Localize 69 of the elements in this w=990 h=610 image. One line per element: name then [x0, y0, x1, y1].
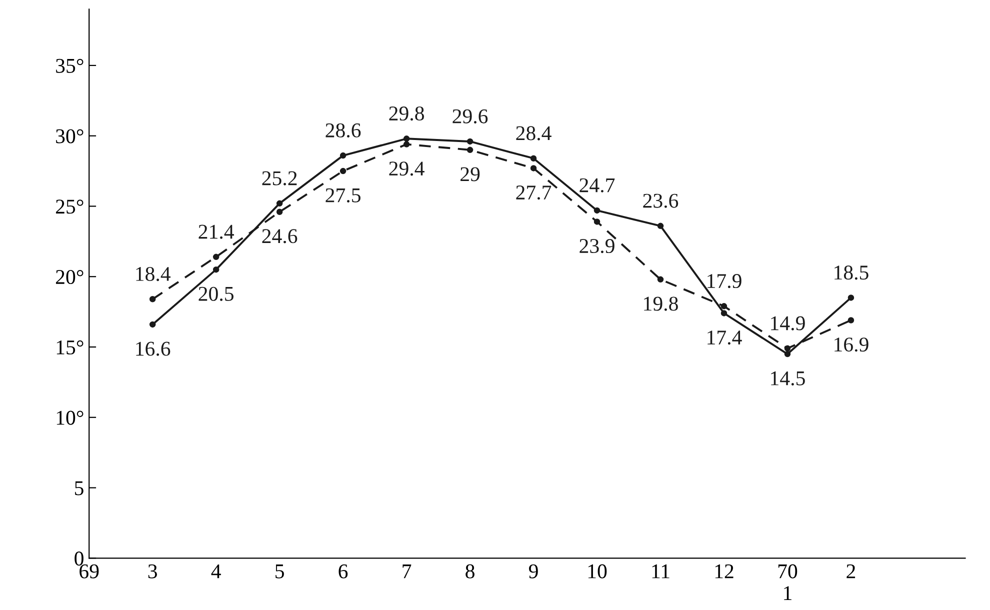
- data-label: 25.2: [262, 171, 297, 186]
- point: [720, 310, 728, 316]
- x-tick-label: 70 1: [778, 564, 798, 600]
- x-tick-label: 9: [528, 564, 538, 578]
- x-tick-label: 8: [466, 564, 474, 578]
- y-tick-label: 35°: [56, 58, 84, 73]
- x-tick-label: 4: [211, 564, 221, 578]
- point: [466, 138, 474, 145]
- point: [784, 350, 791, 358]
- point: [530, 155, 537, 162]
- point: [212, 254, 220, 260]
- data-label: 17.9: [708, 274, 742, 288]
- data-label: 24.7: [580, 178, 615, 192]
- x-tick-label: 5: [276, 564, 284, 578]
- point: [403, 141, 410, 148]
- data-label: 14.9: [771, 316, 805, 330]
- point: [340, 168, 346, 174]
- data-label: 18.5: [834, 266, 868, 280]
- data-label: 24.6: [262, 229, 298, 244]
- point: [784, 345, 791, 352]
- data-label: 29.4: [389, 162, 424, 176]
- data-label: 28.4: [516, 126, 552, 140]
- data-label: 16.9: [834, 338, 868, 352]
- point: [530, 165, 537, 172]
- y-tick-label: 25°: [56, 200, 84, 214]
- point: [657, 222, 664, 230]
- data-label: 23.9: [580, 239, 614, 254]
- point: [340, 152, 346, 159]
- data-label: 29.8: [389, 106, 424, 121]
- x-tick-label: 11: [652, 564, 670, 578]
- data-label: 27.5: [326, 188, 360, 202]
- data-label: 18.4: [136, 266, 170, 282]
- point: [848, 317, 854, 324]
- point: [212, 266, 220, 273]
- x-tick-label: 2: [846, 564, 856, 578]
- point: [594, 218, 600, 225]
- y-tick-label: 15°: [56, 340, 84, 354]
- data-label: 23.6: [643, 194, 678, 208]
- point: [149, 321, 156, 328]
- data-label: 21.4: [198, 224, 234, 239]
- data-label: 16.6: [136, 342, 170, 356]
- point: [720, 303, 728, 310]
- x-tick-label: 10: [588, 564, 607, 578]
- point: [657, 276, 664, 283]
- data-label: 29: [460, 167, 480, 182]
- point: [466, 146, 474, 154]
- y-tick-label: 5: [75, 481, 84, 496]
- point: [848, 294, 854, 301]
- x-tick-label: 3: [148, 564, 157, 578]
- x-tick-label: 7: [402, 564, 412, 578]
- y-tick-label: 0: [74, 552, 84, 566]
- point: [276, 208, 283, 215]
- data-label: 14.5: [771, 371, 805, 386]
- y-tick-label: 10°: [56, 410, 84, 425]
- y-tick-label: 30°: [56, 129, 84, 144]
- x-tick-label: 6: [338, 564, 348, 578]
- data-label: 19.8: [644, 296, 678, 311]
- data-label: 17.4: [708, 330, 742, 345]
- data-label: 20.5: [198, 286, 234, 301]
- data-label: 29.6: [452, 109, 488, 124]
- data-label: 28.6: [326, 123, 361, 138]
- y-tick-label: 20°: [56, 270, 84, 284]
- point: [276, 200, 283, 207]
- x-tick-label: 69: [80, 564, 99, 578]
- point: [403, 136, 410, 142]
- x-tick-label: 12: [715, 564, 734, 578]
- data-label: 27.7: [516, 186, 552, 200]
- point: [149, 296, 156, 302]
- point: [594, 207, 600, 214]
